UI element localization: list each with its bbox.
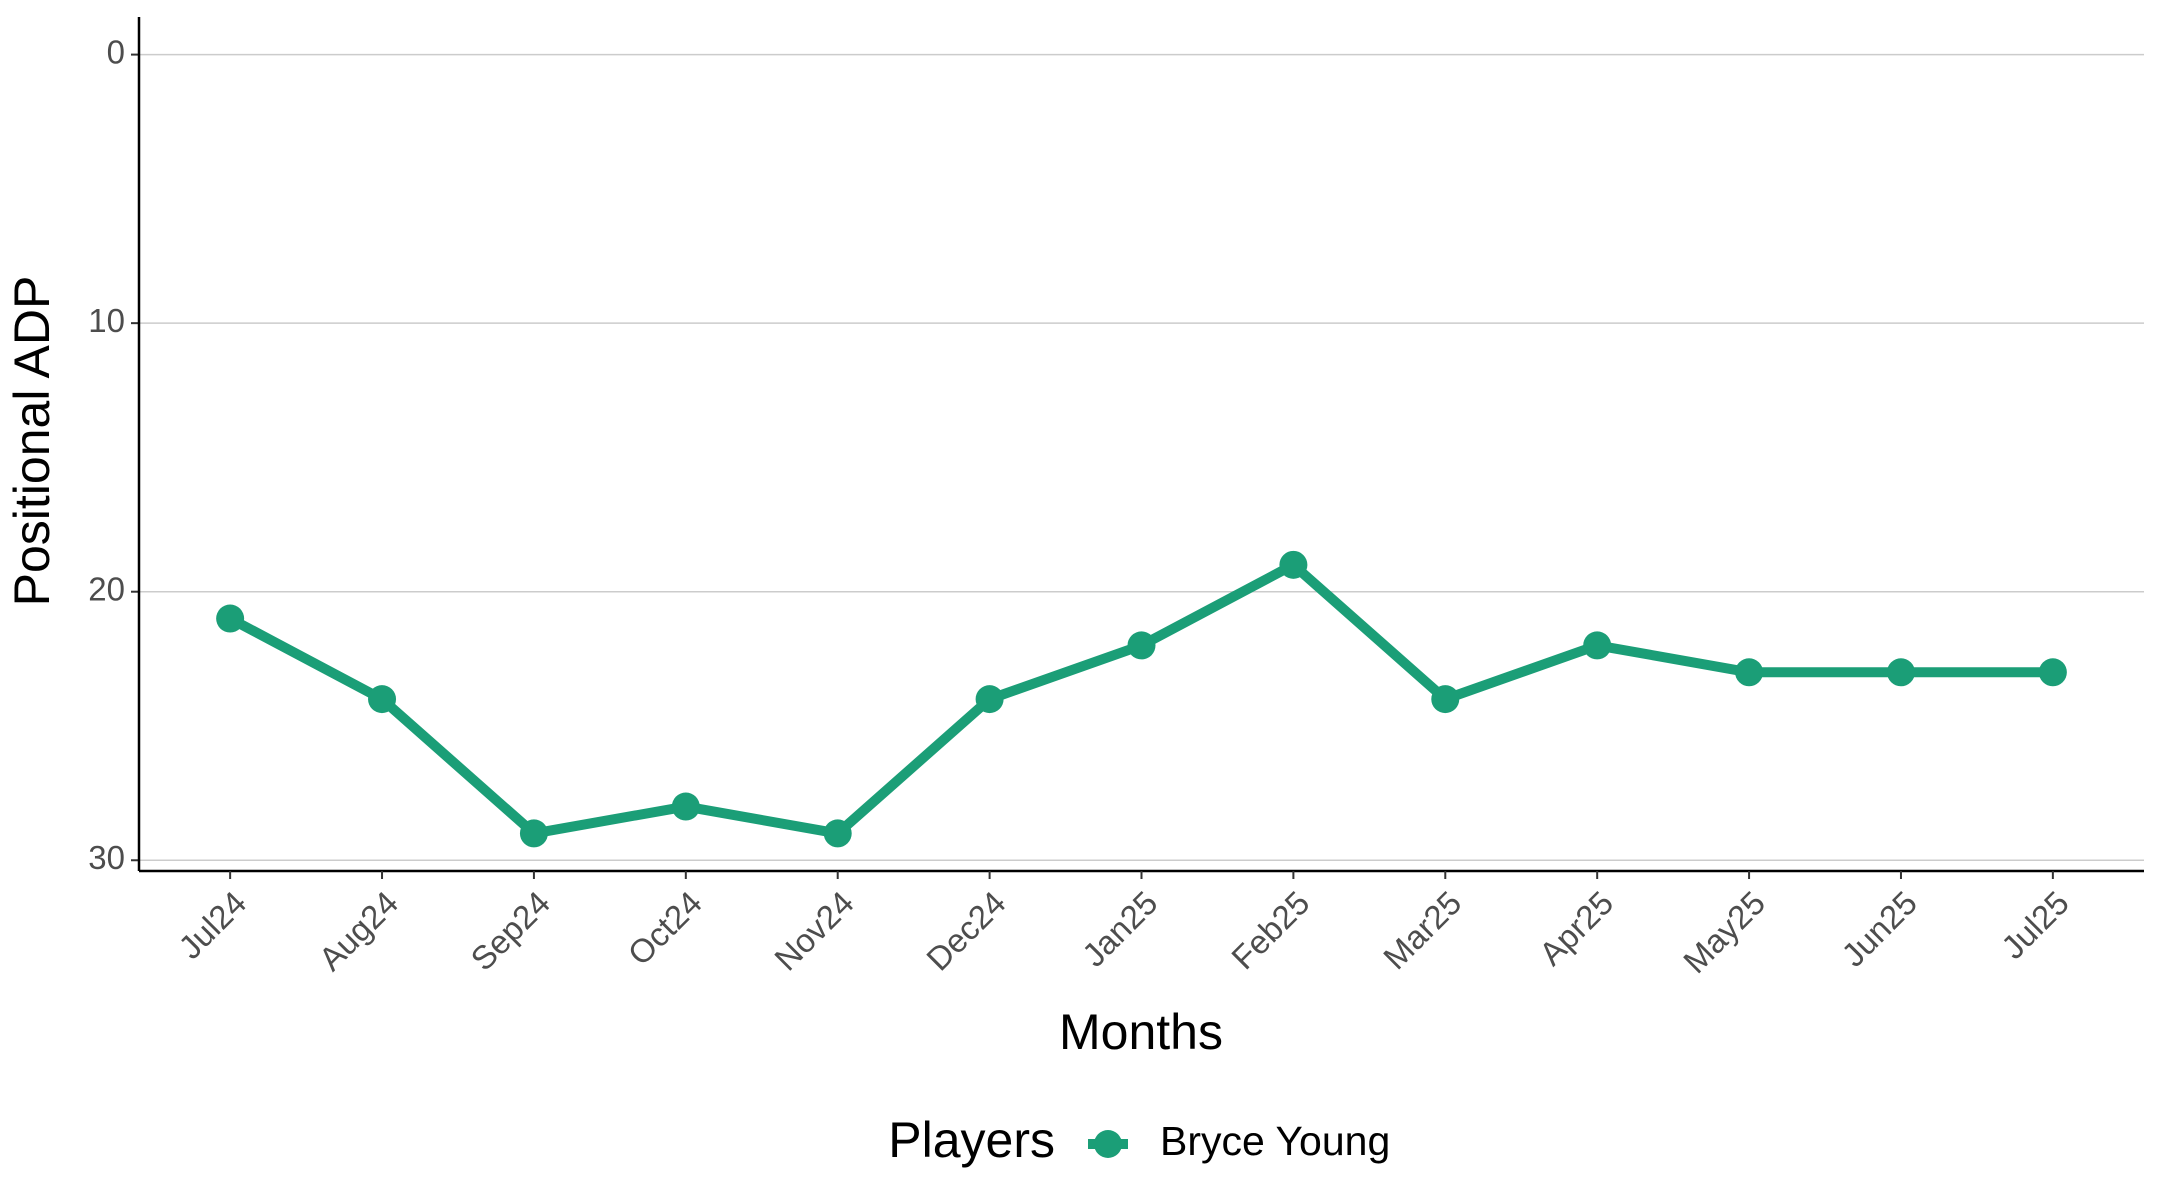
x-tick-label: Sep24: [463, 884, 557, 978]
data-point: [1127, 631, 1156, 660]
x-tick-label: Jul25: [1994, 884, 2076, 966]
x-tick-label: Aug24: [311, 884, 405, 978]
x-tick-label: Jul24: [171, 884, 253, 966]
x-tick-label: Jun25: [1834, 884, 1924, 974]
series-line: [227, 559, 2053, 839]
data-point: [519, 819, 548, 848]
data-point: [671, 792, 700, 821]
x-tick-label: Jan25: [1075, 884, 1165, 974]
data-point: [1583, 631, 1612, 660]
data-point: [1279, 550, 1308, 579]
legend-label: Bryce Young: [1160, 1118, 1390, 1164]
x-tick-label: Mar25: [1376, 884, 1468, 976]
y-tick-label: 30: [88, 839, 125, 876]
y-tick-label: 10: [88, 302, 125, 339]
data-point: [1886, 658, 1915, 687]
x-axis-title: Months: [1059, 1004, 1223, 1060]
data-point: [975, 685, 1004, 714]
x-tick-label: Apr25: [1532, 884, 1620, 972]
x-tick-label: Oct24: [621, 884, 709, 972]
legend-title: Players: [888, 1112, 1055, 1168]
x-tick-label: Nov24: [767, 884, 861, 978]
data-point: [823, 819, 852, 848]
data-point: [1735, 658, 1764, 687]
x-tick-label: Feb25: [1224, 884, 1316, 976]
x-tick-label: Dec24: [919, 884, 1013, 978]
y-tick-label: 20: [88, 570, 125, 607]
data-point: [1431, 685, 1460, 714]
data-point: [2038, 658, 2067, 687]
x-tick-label: May25: [1676, 884, 1772, 980]
y-axis-title: Positional ADP: [4, 276, 60, 607]
data-point: [368, 685, 397, 714]
y-tick-label: 0: [107, 33, 125, 70]
data-point: [216, 604, 245, 633]
legend-key-point: [1094, 1130, 1122, 1158]
